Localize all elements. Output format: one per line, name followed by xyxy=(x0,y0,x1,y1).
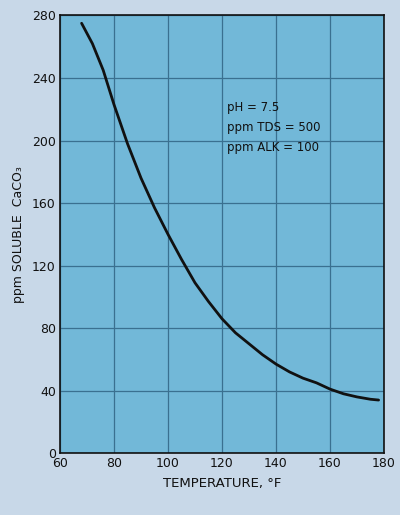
X-axis label: TEMPERATURE, °F: TEMPERATURE, °F xyxy=(163,477,281,490)
Y-axis label: ppm SOLUBLE  CaCO₃: ppm SOLUBLE CaCO₃ xyxy=(12,166,25,303)
Text: pH = 7.5
ppm TDS = 500
ppm ALK = 100: pH = 7.5 ppm TDS = 500 ppm ALK = 100 xyxy=(228,101,321,154)
